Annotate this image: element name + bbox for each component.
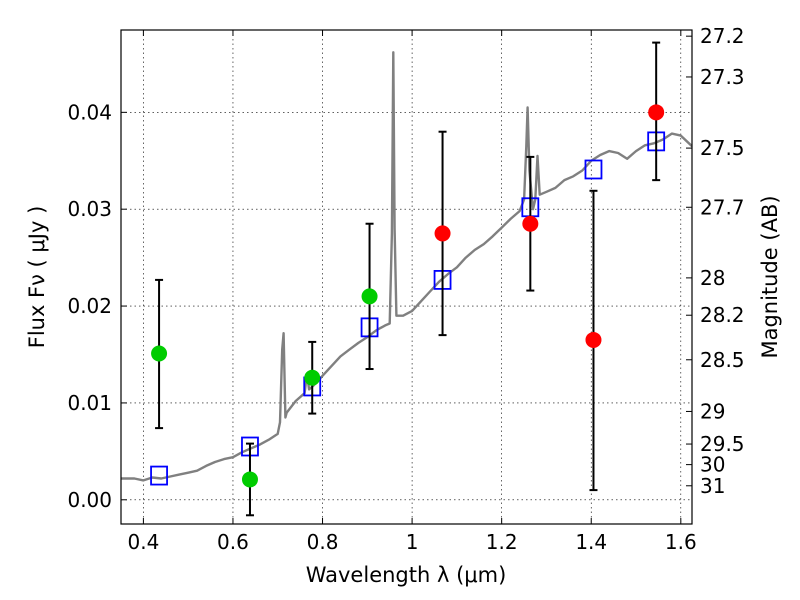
magnitude-tick-label: 27.7 <box>700 195 745 219</box>
red-data-point <box>585 331 602 348</box>
spectrum-series <box>121 51 692 482</box>
y-tick-label: 0.00 <box>67 488 112 512</box>
spectrum-line <box>121 51 692 482</box>
green-data-point <box>304 369 321 386</box>
y-axis-label: Flux Fν ( μJy ) <box>25 206 49 349</box>
x-axis-label: Wavelength λ (μm) <box>306 563 507 587</box>
model-points-series <box>150 131 666 486</box>
x-tick-label: 0.8 <box>307 530 339 554</box>
magnitude-tick-label: 30 <box>700 453 725 477</box>
x-tick-label: 1.6 <box>665 530 697 554</box>
magnitude-tick-label: 28 <box>700 266 725 290</box>
red-data-point <box>522 215 539 232</box>
green-data-point <box>361 288 378 305</box>
observed-points-series <box>151 104 665 488</box>
green-data-point <box>151 345 168 362</box>
x-tick-label: 1.2 <box>486 530 518 554</box>
magnitude-tick-label: 31 <box>700 474 725 498</box>
magnitude-tick-label: 27.5 <box>700 136 745 160</box>
model-square-marker <box>150 465 168 486</box>
y-axis-ticks: 0.00 0.01 0.02 0.03 0.04 <box>67 100 127 512</box>
y-tick-label: 0.03 <box>67 197 112 221</box>
y-tick-label: 0.02 <box>67 294 112 318</box>
x-tick-label: 0.4 <box>127 530 159 554</box>
magnitude-tick-label: 29.5 <box>700 432 745 456</box>
magnitude-tick-label: 27.3 <box>700 65 745 89</box>
x-tick-label: 0.6 <box>217 530 249 554</box>
x-tick-label: 1.4 <box>575 530 607 554</box>
x-tick-label: 1 <box>406 530 419 554</box>
green-data-point <box>241 471 258 488</box>
magnitude-tick-label: 29 <box>700 399 725 423</box>
magnitude-tick-label: 28.2 <box>700 303 745 327</box>
right-axis-label: Magnitude (AB) <box>758 195 782 358</box>
model-square-marker <box>584 159 603 180</box>
x-axis-ticks: 0.4 0.6 0.8 1 1.2 1.4 1.6 <box>127 30 697 554</box>
red-data-point <box>648 104 665 121</box>
red-data-point <box>434 225 451 242</box>
y-tick-label: 0.01 <box>67 391 112 415</box>
plot-frame <box>120 29 693 525</box>
y-tick-label: 0.04 <box>67 100 112 124</box>
error-bars <box>155 41 661 517</box>
magnitude-tick-label: 28.5 <box>700 348 745 372</box>
grid-lines <box>121 30 692 524</box>
magnitude-tick-label: 27.2 <box>700 24 745 48</box>
plot-area <box>121 41 692 517</box>
